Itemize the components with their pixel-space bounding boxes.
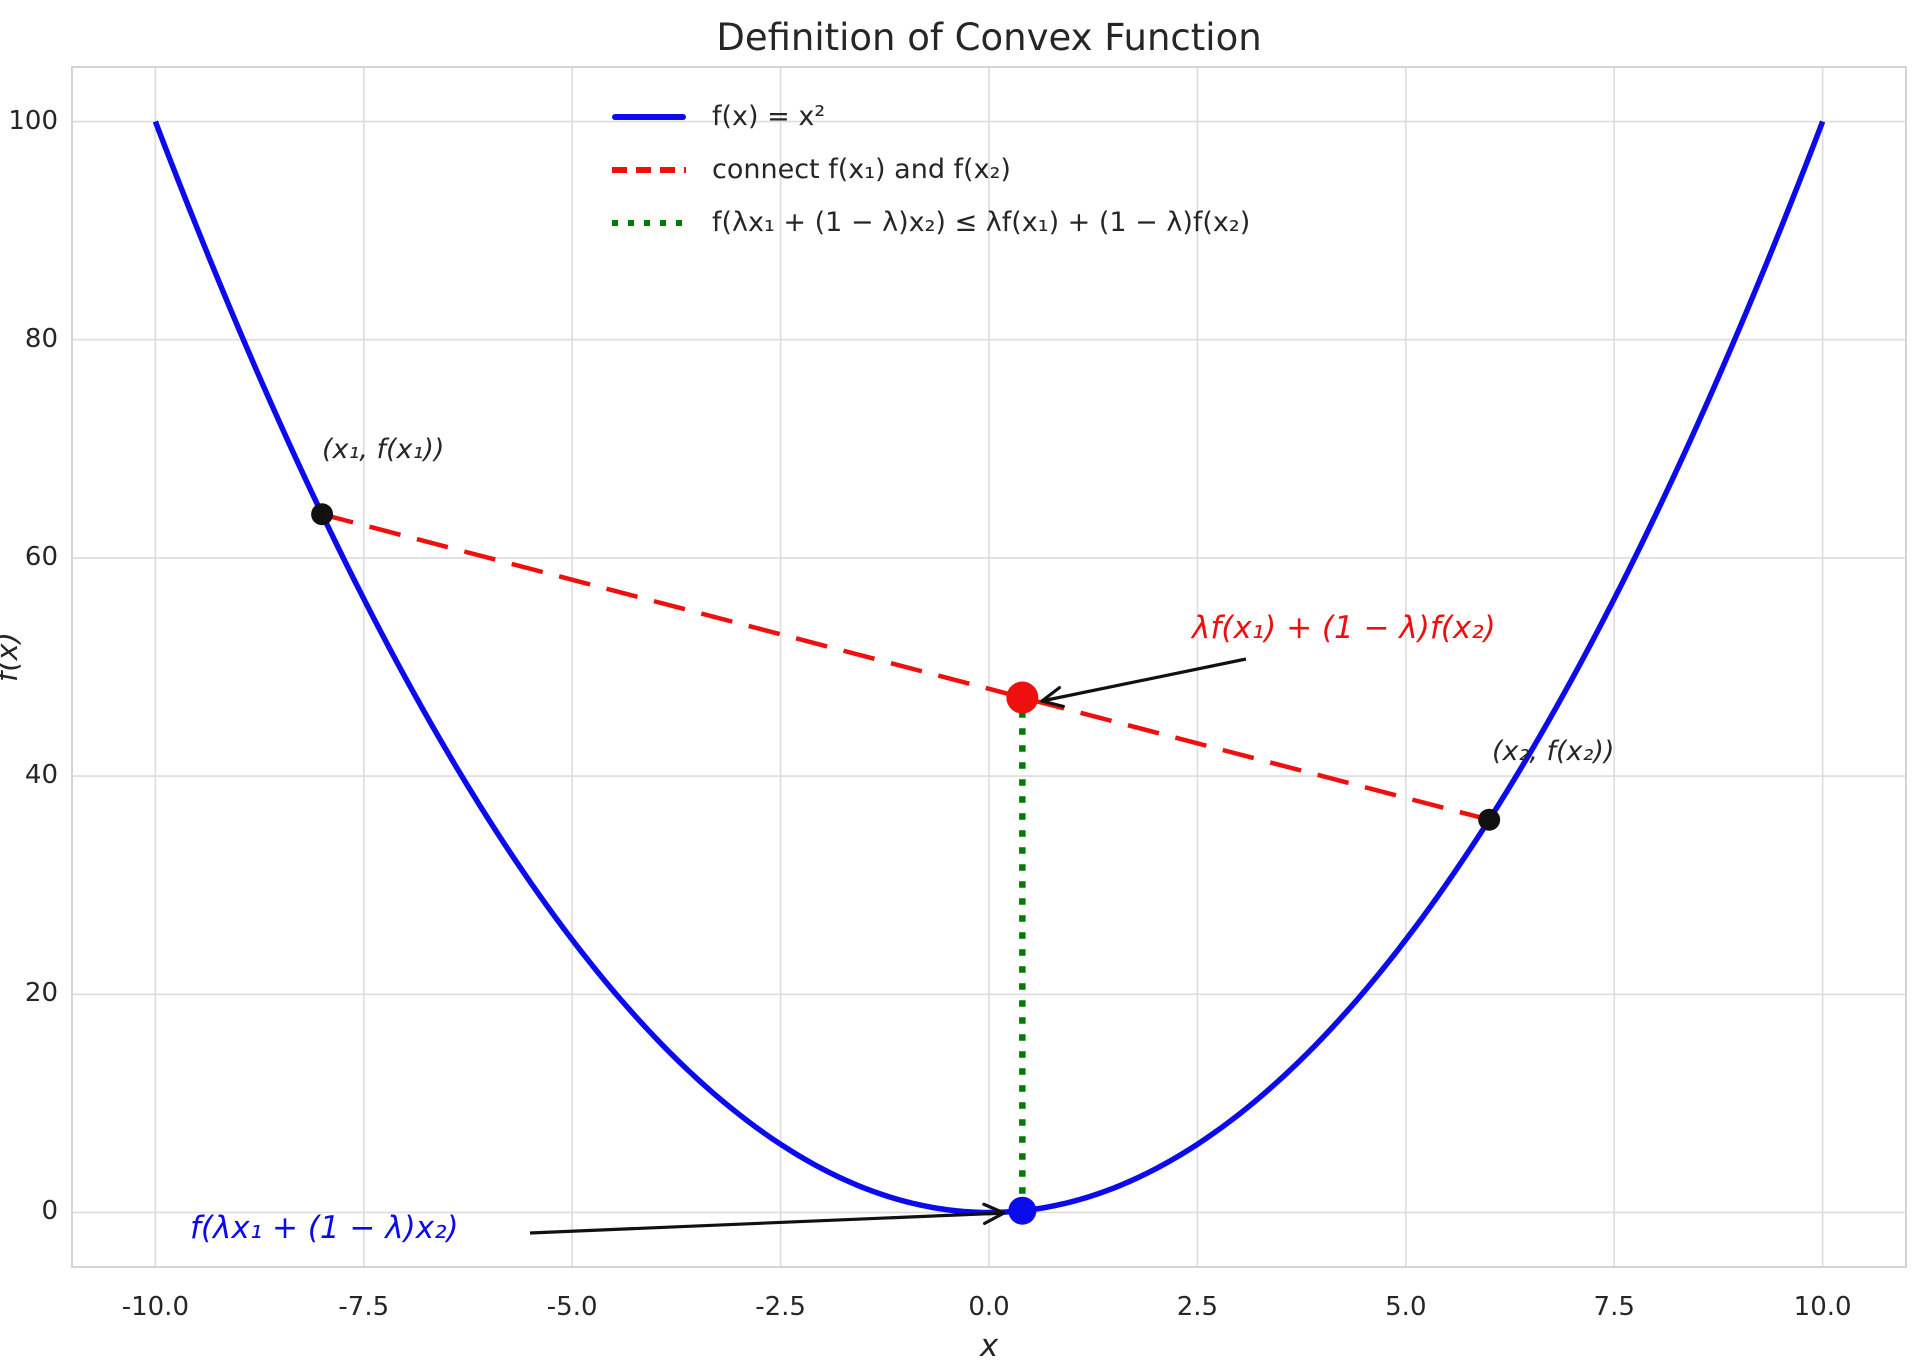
chart-title: Definition of Convex Function: [716, 16, 1262, 59]
y-axis-label: f(x): [0, 632, 24, 682]
y-tick-label: 40: [24, 760, 58, 791]
x-tick-label: 7.5: [1593, 1292, 1635, 1322]
data-point: [1008, 1196, 1037, 1225]
point2-label: (x₂, f(x₂)): [1492, 736, 1615, 767]
legend-line-solid-icon: [612, 113, 686, 121]
data-point: [1478, 808, 1501, 831]
series-dashed: [321, 512, 1490, 822]
x-axis-label: x: [979, 1328, 999, 1364]
x-tick-label: 10.0: [1793, 1292, 1852, 1322]
x-tick-label: 0.0: [968, 1292, 1010, 1322]
x-tick-label: -2.5: [755, 1292, 806, 1322]
legend-label-inequality: f(λx₁ + (1 − λ)x₂) ≤ λf(x₁) + (1 − λ)f(x…: [712, 207, 1251, 238]
legend-label-curve: f(x) = x²: [712, 101, 826, 132]
y-tick-label: 0: [41, 1196, 58, 1227]
x-tick-label: -10.0: [121, 1292, 189, 1322]
data-point: [1006, 681, 1039, 714]
legend-item-chord: connect f(x₁) and f(x₂): [612, 143, 1250, 196]
legend-label-chord: connect f(x₁) and f(x₂): [712, 154, 1011, 185]
point1-label: (x₁, f(x₁)): [322, 434, 445, 465]
data-point: [311, 503, 334, 526]
legend-item-curve: f(x) = x²: [612, 90, 1250, 143]
legend-line-dotted-icon: [612, 219, 686, 227]
y-tick-label: 100: [8, 105, 58, 136]
annotation-function-value: f(λx₁ + (1 − λ)x₂): [190, 1210, 459, 1246]
y-tick-label: 60: [24, 541, 58, 572]
annotation-upper-bound: λf(x₁) + (1 − λ)f(x₂): [1192, 610, 1496, 646]
legend-line-dashed-icon: [612, 166, 686, 174]
y-tick-label: 80: [24, 323, 58, 354]
legend-item-inequality: f(λx₁ + (1 − λ)x₂) ≤ λf(x₁) + (1 − λ)f(x…: [612, 196, 1250, 249]
x-tick-label: -5.0: [546, 1292, 598, 1322]
x-tick-label: 2.5: [1176, 1292, 1219, 1322]
legend: f(x) = x² connect f(x₁) and f(x₂) f(λx₁ …: [612, 90, 1250, 249]
y-tick-label: 20: [24, 978, 58, 1009]
x-tick-label: -7.5: [338, 1292, 390, 1322]
x-tick-label: 5.0: [1385, 1292, 1427, 1322]
